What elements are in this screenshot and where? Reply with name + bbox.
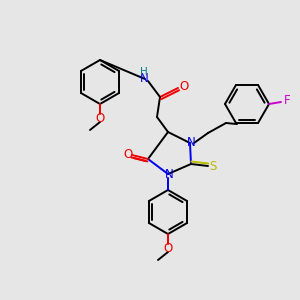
- Text: N: N: [187, 136, 195, 149]
- Text: S: S: [209, 160, 217, 173]
- Text: O: O: [164, 242, 172, 254]
- Text: N: N: [165, 167, 173, 181]
- Text: O: O: [95, 112, 105, 124]
- Text: O: O: [123, 148, 133, 160]
- Text: H: H: [140, 67, 148, 77]
- Text: N: N: [140, 71, 148, 85]
- Text: F: F: [284, 94, 290, 107]
- Text: O: O: [179, 80, 189, 94]
